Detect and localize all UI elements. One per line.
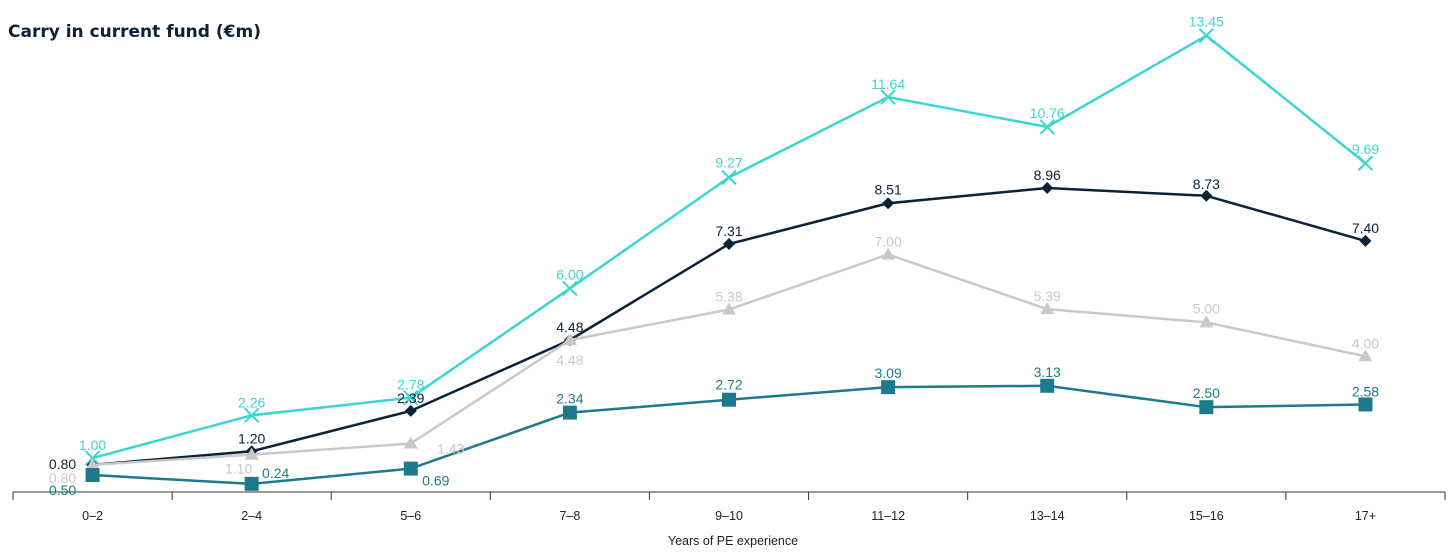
data-label: 8.51 xyxy=(874,181,901,197)
diamond-marker-icon xyxy=(723,237,735,250)
data-label: 1.10 xyxy=(225,461,252,477)
square-marker-icon xyxy=(244,476,259,491)
data-label: 13.45 xyxy=(1189,14,1224,30)
triangle-marker-icon xyxy=(881,247,896,260)
data-labels: 1.00 2.26 2.78 6.00 9.27 11.64 10.76 13.45 9.69 0… xyxy=(49,14,1379,498)
data-label: 1.20 xyxy=(238,430,265,446)
diamond-marker-icon xyxy=(882,197,895,210)
triangle-marker-icon xyxy=(403,436,418,449)
chart-title: Carry in current fund (€m) xyxy=(8,22,261,42)
triangle-marker-icon xyxy=(722,302,736,315)
series-1 xyxy=(84,27,1374,466)
data-label: 2.34 xyxy=(556,391,583,407)
data-label: 3.09 xyxy=(874,365,901,381)
x-marker-icon xyxy=(562,280,578,297)
series-3 xyxy=(85,247,1373,470)
x-axis: 0–2 2–4 5–6 7–8 9–10 11–12 13–14 15–16 17+ xyxy=(12,491,1446,523)
data-label: 8.96 xyxy=(1034,167,1061,183)
diamond-marker-icon xyxy=(1359,234,1372,247)
data-label: 4.48 xyxy=(556,319,583,335)
x-axis-title: Years of PE experience xyxy=(668,534,798,548)
x-marker-icon xyxy=(880,89,896,105)
x-tick-label: 13–14 xyxy=(1030,509,1065,523)
x-marker-icon xyxy=(1039,119,1055,135)
data-label: 4.00 xyxy=(1352,335,1379,351)
triangle-marker-icon xyxy=(1199,315,1214,328)
x-tick-label: 17+ xyxy=(1355,509,1376,523)
x-tick-label: 11–12 xyxy=(871,509,905,523)
data-label: 4.48 xyxy=(556,352,583,368)
triangle-marker-icon xyxy=(562,333,577,345)
x-tick-label: 2–4 xyxy=(241,509,262,523)
square-marker-icon xyxy=(562,405,577,420)
diamond-marker-icon xyxy=(1041,182,1054,194)
x-tick-label: 5–6 xyxy=(400,509,421,523)
x-tick-label: 15–16 xyxy=(1189,509,1224,523)
data-label: 7.40 xyxy=(1352,220,1379,236)
series-line xyxy=(92,253,1366,467)
data-label: 0.50 xyxy=(49,482,76,498)
data-label: 5.00 xyxy=(1193,300,1220,316)
data-label: 1.43 xyxy=(437,440,464,456)
data-label: 7.31 xyxy=(715,223,742,239)
data-label: 10.76 xyxy=(1030,105,1065,121)
x-tick-label: 7–8 xyxy=(559,509,580,523)
square-marker-icon xyxy=(1358,397,1373,412)
x-marker-icon xyxy=(1198,27,1215,44)
data-label: 2.50 xyxy=(1193,385,1220,401)
data-label: 9.27 xyxy=(715,154,742,170)
data-label: 6.00 xyxy=(556,266,583,282)
x-tick-label: 9–10 xyxy=(715,509,743,523)
x-tick-label: 0–2 xyxy=(82,509,103,523)
square-marker-icon xyxy=(85,468,100,483)
diamond-marker-icon xyxy=(1200,189,1213,202)
data-label: 2.39 xyxy=(397,390,424,406)
data-label: 5.39 xyxy=(1034,288,1061,304)
diamond-marker-icon xyxy=(404,404,417,417)
x-marker-icon xyxy=(403,389,419,406)
triangle-marker-icon xyxy=(244,447,259,460)
triangle-marker-icon xyxy=(85,457,100,470)
data-label: 3.13 xyxy=(1034,364,1061,380)
data-label: 0.80 xyxy=(49,456,76,472)
series-4 xyxy=(85,378,1373,491)
data-label: 0.69 xyxy=(422,473,449,489)
data-label: 1.00 xyxy=(79,437,106,453)
data-label: 2.26 xyxy=(238,394,265,410)
data-label: 0.80 xyxy=(49,470,76,486)
x-marker-icon xyxy=(243,407,260,424)
data-label: 0.24 xyxy=(262,465,289,481)
x-marker-icon xyxy=(721,169,737,186)
x-marker-icon xyxy=(1357,155,1374,171)
data-label: 5.38 xyxy=(715,288,742,304)
triangle-marker-icon xyxy=(1040,302,1055,315)
data-label: 11.64 xyxy=(871,76,905,92)
triangle-marker-icon xyxy=(1358,349,1373,362)
series-layer xyxy=(84,27,1374,491)
data-label: 2.78 xyxy=(397,377,424,393)
square-marker-icon xyxy=(1199,400,1214,415)
data-label: 7.00 xyxy=(874,234,901,250)
data-label: 8.73 xyxy=(1193,176,1220,192)
square-marker-icon xyxy=(1040,378,1055,393)
data-label: 9.69 xyxy=(1352,141,1379,157)
square-marker-icon xyxy=(403,461,418,476)
square-marker-icon xyxy=(881,380,896,395)
data-label: 2.72 xyxy=(715,377,742,393)
square-marker-icon xyxy=(722,392,736,407)
data-label: 2.58 xyxy=(1352,383,1379,399)
